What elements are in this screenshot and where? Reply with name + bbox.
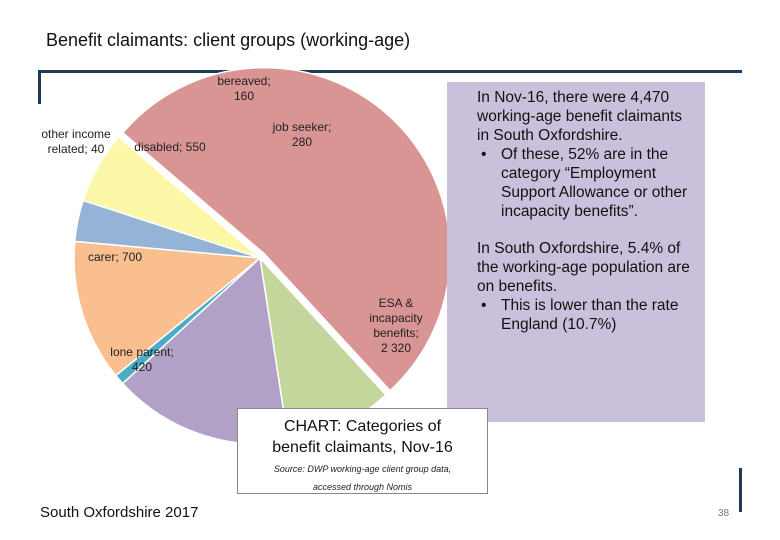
summary-paragraph-1: In Nov-16, there were 4,470 working-age … xyxy=(477,89,683,144)
chart-caption-box: CHART: Categories of benefit claimants, … xyxy=(237,408,488,494)
data-label-bereaved-line: 160 xyxy=(233,89,255,103)
data-label-esa-incapacity-line: ESA & xyxy=(378,296,414,310)
caption-source-line-2: accessed through Nomis xyxy=(312,482,413,492)
pie-slice-disabled xyxy=(73,240,262,377)
data-label-esa-incapacity: ESA & incapacity benefits; 2 320 xyxy=(356,296,436,356)
page-number: 38 xyxy=(718,508,730,519)
data-label-esa-incapacity-line: 2 320 xyxy=(380,341,412,355)
data-label-esa-incapacity-line: benefits; xyxy=(373,326,419,340)
data-label-other-income-related-line: other income xyxy=(41,127,111,141)
pie-slice-esa-incapacity xyxy=(121,66,451,392)
data-label-carer-line: carer; 700 xyxy=(87,250,143,264)
data-label-job-seeker-line: job seeker; xyxy=(272,120,332,134)
data-label-bereaved: bereaved; 160 xyxy=(206,74,282,104)
data-label-lone-parent-line: lone parent; xyxy=(110,345,174,359)
data-label-other-income-related-line: related; 40 xyxy=(47,142,105,156)
data-label-lone-parent: lone parent; 420 xyxy=(96,345,188,375)
data-label-esa-incapacity-line: incapacity xyxy=(369,311,423,325)
caption-title-line-1: CHART: Categories of xyxy=(283,418,442,435)
data-label-other-income-related: other income related; 40 xyxy=(28,127,124,157)
data-label-carer: carer; 700 xyxy=(70,250,160,265)
slide-title: Benefit claimants: client groups (workin… xyxy=(46,30,411,50)
footer-text: South Oxfordshire 2017 xyxy=(40,504,199,521)
caption-title-line-2: benefit claimants, Nov-16 xyxy=(272,439,453,456)
data-label-job-seeker-line: 280 xyxy=(291,135,313,149)
summary-bullet-2: This is lower than the rate England (10.… xyxy=(477,296,695,334)
corner-accent-right xyxy=(739,468,742,512)
pie-slice-bereaved xyxy=(73,199,261,259)
data-label-disabled: disabled; 550 xyxy=(122,140,218,155)
summary-paragraph-2: In South Oxfordshire, 5.4% of the workin… xyxy=(477,240,690,295)
caption-source-line-1: Source: DWP working-age client group dat… xyxy=(273,464,452,474)
data-label-disabled-line: disabled; 550 xyxy=(134,140,206,154)
corner-accent-left xyxy=(38,70,41,104)
data-label-bereaved-line: bereaved; xyxy=(217,74,271,88)
data-label-job-seeker: job seeker; 280 xyxy=(262,120,342,150)
title-divider xyxy=(38,70,742,73)
data-label-lone-parent-line: 420 xyxy=(131,360,153,374)
summary-bullet-1: Of these, 52% are in the category “Emplo… xyxy=(477,145,695,221)
summary-panel: In Nov-16, there were 4,470 working-age … xyxy=(447,82,705,422)
